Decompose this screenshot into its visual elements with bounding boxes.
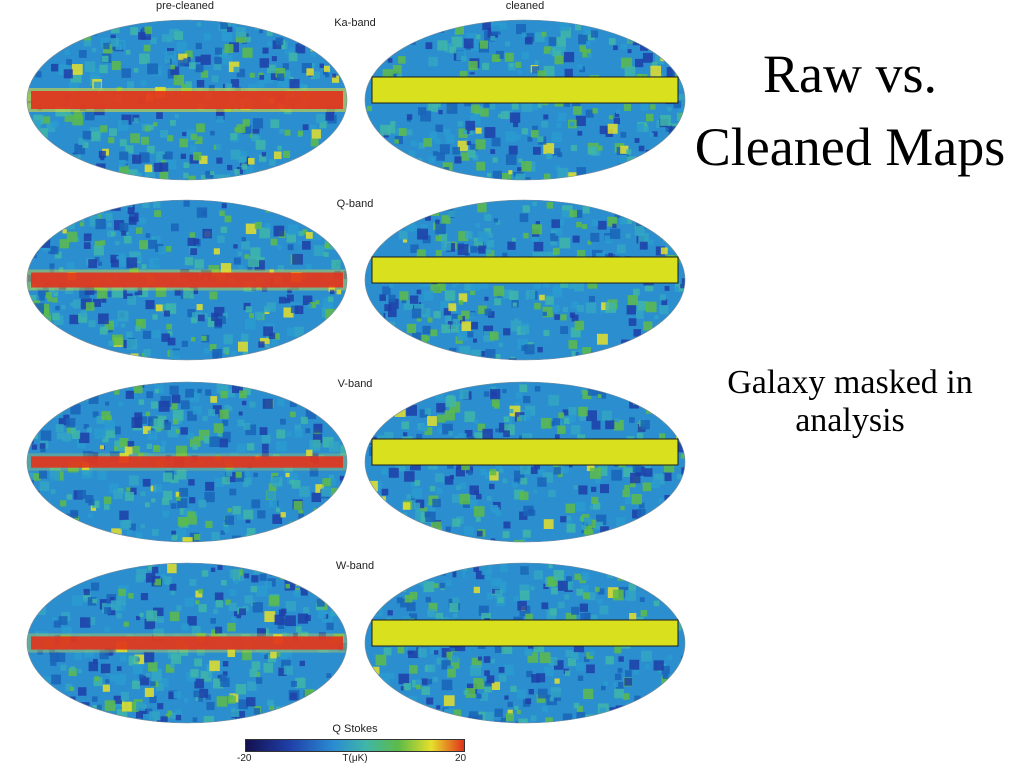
sky-map-w-band-cleaned bbox=[365, 563, 685, 723]
slide-title: Raw vs. Cleaned Maps bbox=[694, 44, 1006, 177]
pre-cleaned-header: pre-cleaned bbox=[155, 0, 215, 12]
sky-map-ka-band-cleaned bbox=[365, 20, 685, 180]
band-label-q: Q-band bbox=[336, 198, 374, 210]
band-label-v: V-band bbox=[337, 378, 373, 390]
sky-map-v-band-pre-cleaned bbox=[27, 382, 347, 542]
colorbar-title: Q Stokes bbox=[332, 723, 378, 735]
sky-map-ka-band-pre-cleaned bbox=[27, 20, 347, 180]
colorbar-max: 20 bbox=[455, 753, 467, 764]
sky-map-q-band-pre-cleaned bbox=[27, 200, 347, 360]
galaxy-mask-v-band bbox=[371, 438, 679, 466]
sky-map-q-band-cleaned bbox=[365, 200, 685, 360]
slide-note: Galaxy masked in analysis bbox=[727, 364, 973, 439]
sky-map-v-band-cleaned bbox=[365, 382, 685, 542]
band-label-w: W-band bbox=[335, 560, 375, 572]
band-label-ka: Ka-band bbox=[334, 17, 376, 29]
colorbar-unit: T(μK) bbox=[342, 753, 368, 764]
galaxy-mask-ka-band bbox=[371, 76, 679, 104]
colorbar bbox=[245, 739, 465, 752]
colorbar-min: -20 bbox=[237, 753, 252, 764]
sky-map-w-band-pre-cleaned bbox=[27, 563, 347, 723]
galaxy-mask-w-band bbox=[371, 619, 679, 647]
galaxy-mask-q-band bbox=[371, 256, 679, 284]
cleaned-header: cleaned bbox=[505, 0, 545, 12]
